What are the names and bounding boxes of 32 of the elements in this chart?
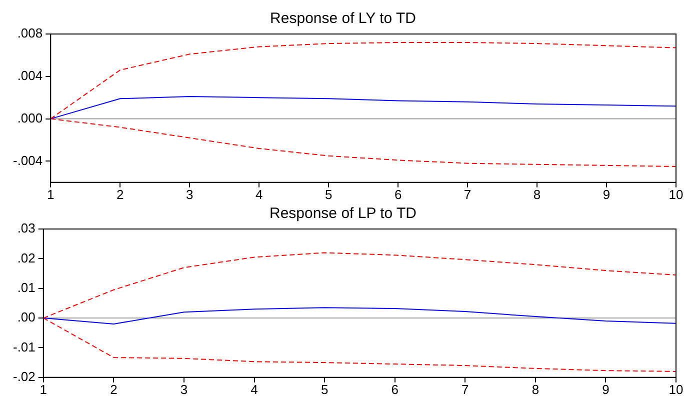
- chart-title: Response of LY to TD: [270, 10, 416, 28]
- x-tick-label: 9: [602, 382, 610, 397]
- x-tick-label: 2: [110, 382, 118, 397]
- chart-title: Response of LP to TD: [269, 205, 417, 222]
- x-tick-label: 3: [186, 186, 194, 202]
- x-tick-label: 7: [464, 186, 472, 202]
- x-tick-label: 4: [250, 382, 258, 397]
- y-tick-label: .004: [17, 68, 43, 83]
- y-tick-label: .000: [17, 110, 43, 126]
- x-tick-label: 9: [602, 186, 610, 202]
- y-tick-label: -.01: [12, 339, 36, 354]
- x-tick-label: 3: [180, 382, 188, 397]
- x-tick-label: 2: [116, 186, 124, 202]
- y-tick-label: -.02: [12, 368, 36, 384]
- y-tick-label: -.004: [12, 152, 43, 168]
- y-tick-label: .01: [17, 280, 36, 295]
- x-tick-label: 8: [532, 382, 540, 397]
- y-tick-label: .008: [17, 26, 43, 41]
- x-tick-label: 5: [324, 186, 332, 202]
- x-tick-label: 6: [394, 186, 402, 202]
- y-tick-label: .02: [17, 250, 36, 266]
- x-tick-label: 8: [533, 186, 541, 202]
- x-tick-label: 7: [462, 382, 469, 397]
- x-tick-label: 1: [40, 382, 48, 397]
- x-tick-label: 1: [47, 186, 54, 202]
- x-tick-label: 10: [668, 382, 684, 397]
- y-tick-label: .03: [17, 220, 36, 236]
- x-tick-label: 5: [320, 382, 328, 397]
- x-tick-label: 10: [668, 186, 684, 202]
- x-tick-label: 6: [391, 382, 398, 397]
- x-tick-label: 4: [255, 186, 263, 202]
- y-tick-label: .00: [17, 310, 36, 325]
